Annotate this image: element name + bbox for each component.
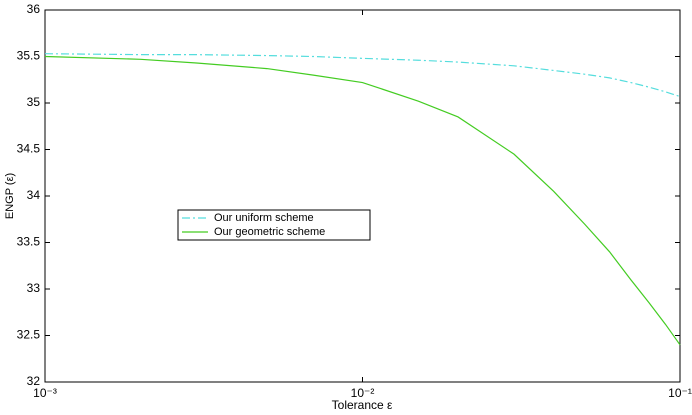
y-tick-label: 33.5 (17, 235, 41, 249)
y-tick-label: 34.5 (17, 142, 41, 156)
y-axis-label: ENGP (ε) (4, 173, 16, 219)
series-line (44, 55, 681, 346)
y-tick-label: 33 (27, 281, 41, 295)
y-tick-label: 34 (27, 188, 41, 202)
y-tick-label: 35.5 (17, 49, 41, 63)
legend-label: Our geometric scheme (214, 226, 325, 238)
x-tick-label: 10⁻¹ (668, 386, 692, 400)
series-line (44, 53, 681, 98)
legend-label: Our uniform scheme (214, 212, 314, 224)
y-tick-label: 36 (27, 2, 41, 16)
plot-frame (44, 9, 681, 383)
y-tick-label: 32 (27, 374, 41, 388)
y-tick-label: 35 (27, 95, 41, 109)
x-tick-label: 10⁻² (351, 386, 375, 400)
y-tick-label: 32.5 (17, 328, 41, 342)
legend-box (177, 209, 371, 241)
x-axis-label: Tolerance ε (332, 398, 393, 412)
x-tick-label: 10⁻³ (33, 386, 57, 400)
